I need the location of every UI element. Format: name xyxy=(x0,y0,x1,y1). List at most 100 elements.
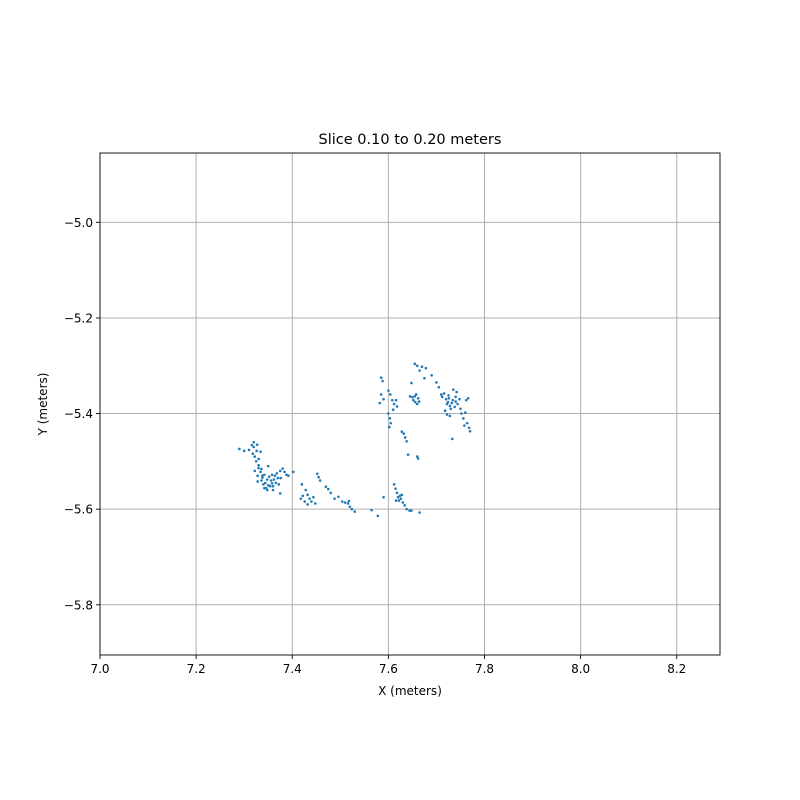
data-point xyxy=(274,481,278,485)
data-point xyxy=(397,499,401,502)
data-point xyxy=(265,488,269,492)
data-point xyxy=(414,393,418,396)
data-point xyxy=(310,500,313,503)
data-point xyxy=(251,452,255,456)
data-point xyxy=(306,493,309,497)
data-point xyxy=(387,412,390,415)
data-point xyxy=(348,505,352,509)
data-point xyxy=(451,398,455,402)
y-tick-label: −5.8 xyxy=(64,598,93,612)
data-point xyxy=(238,447,241,451)
data-point xyxy=(412,398,415,402)
data-point xyxy=(437,385,441,389)
data-point xyxy=(315,472,319,476)
grid xyxy=(99,153,720,655)
data-point xyxy=(399,497,403,500)
data-point xyxy=(415,455,419,458)
data-point xyxy=(266,483,270,487)
data-point xyxy=(413,362,417,366)
x-tick-label: 7.6 xyxy=(379,662,398,676)
data-point xyxy=(314,502,317,505)
data-point xyxy=(468,429,472,433)
data-point xyxy=(451,388,455,391)
data-point xyxy=(403,436,407,439)
data-point xyxy=(395,491,399,495)
data-point xyxy=(254,460,258,463)
data-point xyxy=(278,469,282,473)
data-point xyxy=(260,479,263,482)
x-tick-label: 8.0 xyxy=(571,662,590,676)
data-point xyxy=(460,412,463,415)
data-point xyxy=(444,397,448,401)
data-point xyxy=(402,432,406,435)
data-point xyxy=(271,488,275,492)
data-point xyxy=(463,411,467,414)
data-point xyxy=(408,509,411,512)
data-point xyxy=(413,395,417,398)
data-point xyxy=(417,400,421,403)
data-point xyxy=(268,484,272,488)
data-point xyxy=(418,369,421,372)
data-point xyxy=(406,453,410,456)
data-point xyxy=(257,466,260,470)
data-point xyxy=(416,457,420,460)
y-tick-label: −5.6 xyxy=(64,503,93,517)
data-point xyxy=(337,495,340,499)
data-point xyxy=(340,500,344,503)
data-point xyxy=(439,393,443,396)
data-point xyxy=(449,407,453,411)
data-point xyxy=(382,495,385,499)
data-point xyxy=(260,467,263,471)
data-point xyxy=(403,504,407,507)
data-point xyxy=(276,476,280,480)
data-point xyxy=(415,364,419,368)
chart-title: Slice 0.10 to 0.20 meters xyxy=(319,132,502,148)
data-point xyxy=(454,400,457,403)
data-point xyxy=(257,457,260,461)
data-point xyxy=(395,405,399,408)
data-point xyxy=(266,464,270,468)
data-point xyxy=(262,483,265,486)
data-point xyxy=(418,511,421,514)
data-point xyxy=(455,390,458,394)
data-point xyxy=(329,491,332,495)
data-point xyxy=(242,449,246,453)
data-point xyxy=(299,497,303,500)
data-point xyxy=(445,413,449,416)
axis-ticks: 7.0 7.2 7.4 7.6 7.8 8.0 8.2 −5.0 −5.2 −5.4 −5.6 −5.… xyxy=(64,216,686,676)
data-point xyxy=(392,402,396,406)
data-point xyxy=(277,483,281,486)
data-point xyxy=(350,507,354,511)
data-point xyxy=(458,397,461,401)
data-point xyxy=(413,400,417,404)
y-axis-label: Y (meters) xyxy=(36,373,50,437)
data-point xyxy=(450,437,454,441)
data-point xyxy=(353,510,357,513)
data-point xyxy=(450,401,454,405)
data-point xyxy=(255,449,258,453)
data-point xyxy=(270,482,274,485)
data-point xyxy=(459,407,462,411)
data-point xyxy=(447,394,450,397)
data-point xyxy=(465,421,469,425)
data-point xyxy=(462,417,465,420)
x-tick-label: 7.8 xyxy=(475,662,494,676)
data-point xyxy=(463,424,466,427)
data-point xyxy=(346,502,350,505)
data-point xyxy=(467,426,471,430)
data-point xyxy=(326,487,330,491)
data-point xyxy=(400,430,404,434)
data-point xyxy=(255,443,259,446)
data-point xyxy=(392,483,396,486)
data-point xyxy=(394,499,398,502)
data-point xyxy=(446,400,450,404)
data-point xyxy=(259,470,262,474)
data-point xyxy=(445,402,449,406)
data-points xyxy=(238,362,472,518)
data-point xyxy=(272,478,276,481)
data-point xyxy=(388,393,392,396)
data-point xyxy=(281,467,284,470)
data-point xyxy=(256,474,259,478)
data-point xyxy=(453,405,456,409)
data-point xyxy=(283,470,286,474)
